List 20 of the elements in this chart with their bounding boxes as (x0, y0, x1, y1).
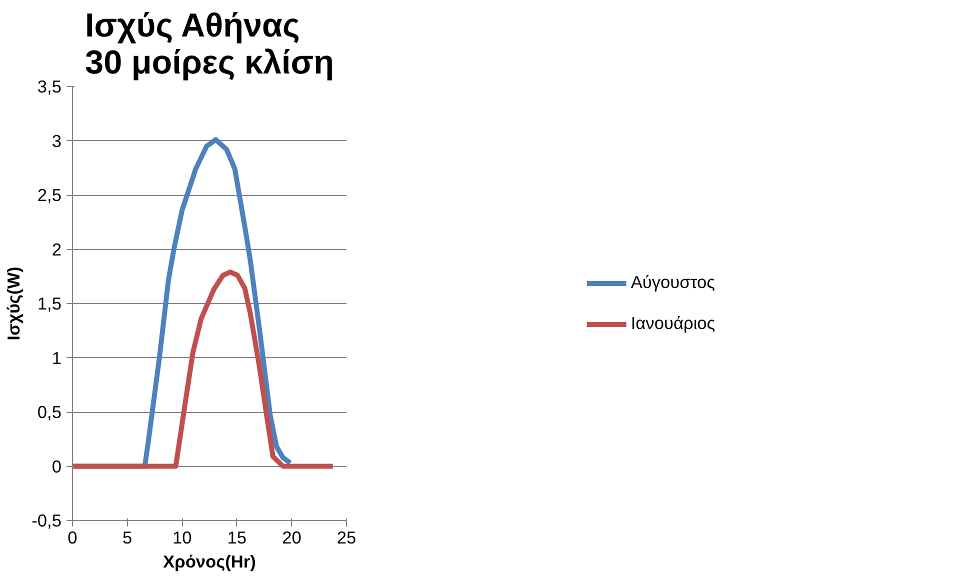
y-tick-label: -0,5 (32, 510, 62, 530)
x-tick-label: 20 (282, 528, 302, 548)
x-tick-label: 0 (68, 528, 78, 548)
y-tick-label: 0 (52, 456, 62, 476)
legend-label: Αύγουστος (630, 272, 715, 293)
x-tick-label: 15 (227, 528, 247, 548)
chart-title: Ισχύς Αθήνας 30 μοίρες κλίση (85, 8, 334, 82)
y-tick-label: 1,5 (37, 294, 62, 314)
y-tick-label: 1 (52, 348, 62, 368)
x-axis-title: Χρόνος(Hr) (163, 552, 256, 572)
y-tick-label: 2,5 (37, 185, 62, 205)
y-tick-label: 0,5 (37, 402, 62, 422)
y-axis-title: Ισχύς(W) (4, 266, 24, 340)
x-tick-label: 25 (336, 528, 356, 548)
legend-label: Ιανουάριος (630, 313, 716, 334)
x-tick-label: 5 (122, 528, 132, 548)
y-tick-label: 2 (52, 239, 62, 260)
x-tick-label: 10 (172, 528, 192, 548)
y-tick-label: 3 (52, 130, 62, 151)
y-tick-label: 3,5 (37, 76, 62, 96)
